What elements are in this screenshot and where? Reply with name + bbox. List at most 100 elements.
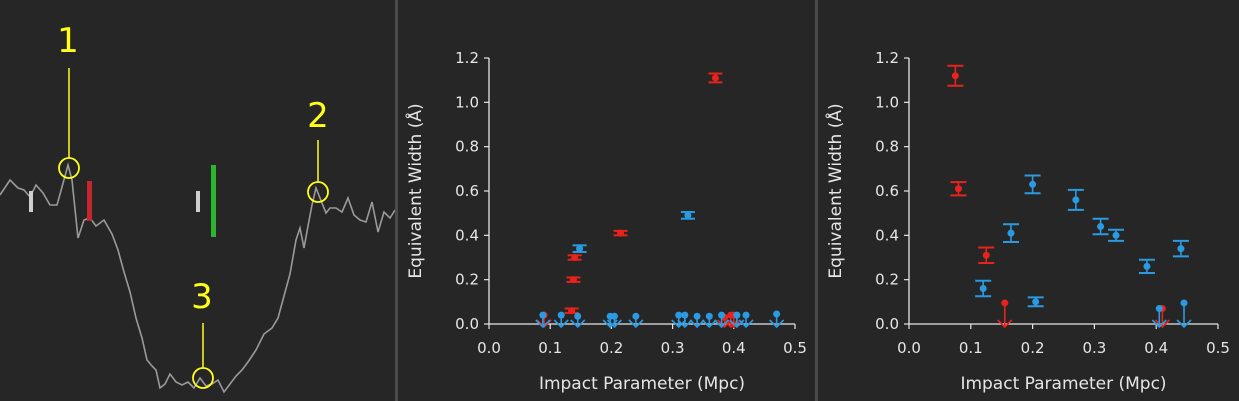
x-tick-label: 0.0: [477, 339, 501, 357]
upper-limit-marker: [671, 311, 687, 329]
y-tick-label: 1.2: [875, 49, 899, 67]
upper-limit-marker: [570, 312, 586, 329]
upper-limit-arrowhead: [713, 319, 730, 329]
x-tick-label: 0.2: [599, 339, 623, 357]
red-tick-marker: [87, 181, 92, 221]
green-tick-marker: [211, 165, 216, 237]
callout-label: 2: [307, 96, 329, 136]
upper-limit-arrowhead: [671, 319, 687, 329]
data-point: [680, 211, 695, 220]
upper-limit-arrowhead: [1176, 319, 1192, 329]
upper-limit-marker: [1151, 304, 1167, 329]
gray-tick-marker: [29, 191, 33, 212]
data-marker: [1007, 229, 1015, 237]
spectrum-panel: 1 2 3: [0, 0, 395, 401]
upper-limit-arrowhead: [628, 319, 644, 329]
data-point: [567, 254, 582, 261]
data-point: [1002, 223, 1019, 243]
x-tick-label: 0.1: [538, 339, 562, 357]
upper-limit-marker: [677, 311, 693, 329]
data-marker: [951, 72, 959, 80]
upper-limit-arrowhead: [553, 319, 569, 329]
data-marker: [982, 251, 990, 259]
data-point: [1092, 217, 1109, 236]
y-tick-label: 1.0: [455, 93, 479, 111]
callout-circle: [307, 181, 329, 203]
y-tick-label: 0.8: [455, 138, 479, 156]
data-marker: [569, 276, 577, 284]
x-tick-label: 0.4: [722, 339, 746, 357]
data-marker: [1097, 222, 1105, 230]
upper-limit-arrowhead: [701, 319, 717, 329]
y-tick-label: 0.2: [455, 271, 479, 289]
y-tick-label: 0.0: [875, 315, 899, 333]
y-tick-label: 0.4: [455, 226, 479, 244]
upper-limit-marker: [553, 311, 569, 329]
gray-tick-marker: [196, 191, 200, 212]
data-point: [978, 246, 995, 265]
data-marker: [954, 185, 962, 193]
upper-limit-arrowhead: [677, 319, 693, 329]
upper-limit-arrowhead: [606, 319, 623, 329]
x-axis-label: Impact Parameter (Mpc): [539, 374, 745, 394]
x-axis-label: Impact Parameter (Mpc): [960, 374, 1166, 394]
x-tick-label: 0.5: [1206, 339, 1230, 357]
upper-limit-marker: [738, 311, 754, 329]
upper-limit-marker: [769, 310, 785, 329]
upper-limit-arrowhead: [570, 319, 586, 329]
x-tick-label: 0.3: [661, 339, 685, 357]
y-tick-label: 1.0: [875, 93, 899, 111]
callout-label: 1: [57, 21, 79, 61]
spectrum-svg: 1 2 3: [0, 21, 395, 394]
panel-divider: [815, 0, 818, 401]
data-marker: [1177, 245, 1185, 253]
data-point: [1027, 296, 1044, 308]
callout-circle: [192, 367, 214, 389]
data-marker: [617, 229, 625, 237]
data-point: [1067, 188, 1084, 211]
y-tick-label: 0.2: [875, 271, 899, 289]
data-marker: [1112, 231, 1120, 239]
y-axis-label: Equivalent Width (Å): [824, 103, 846, 278]
upper-limit-arrowhead: [536, 319, 552, 329]
data-point: [1172, 239, 1189, 258]
x-tick-label: 0.5: [783, 339, 807, 357]
data-marker: [684, 211, 692, 219]
callout-label: 3: [191, 277, 213, 317]
data-point: [708, 72, 723, 84]
x-tick-label: 0.1: [959, 339, 983, 357]
y-tick-label: 0.6: [875, 182, 899, 200]
data-point: [1108, 228, 1125, 242]
upper-limit-marker: [701, 312, 717, 329]
y-axis-label: Equivalent Width (Å): [404, 103, 426, 278]
upper-limit-marker: [997, 299, 1013, 329]
scatter-chart-right: 0.0 0.1 0.2 0.3 0.4 0.5 0.0 0.2 0.4 0.6 0.8 1.0 1.2 I…: [824, 49, 1230, 394]
y-tick-label: 1.2: [455, 49, 479, 67]
x-tick-label: 0.3: [1082, 339, 1106, 357]
data-point: [613, 229, 628, 237]
y-tick-label: 0.4: [875, 226, 899, 244]
data-marker: [568, 307, 576, 315]
chart-panel-middle: 0.0 0.1 0.2 0.3 0.4 0.5 0.0 0.2 0.4 0.6 0.8 1.0 1.2 I…: [398, 0, 815, 401]
chart-panel-right: 0.0 0.1 0.2 0.3 0.4 0.5 0.0 0.2 0.4 0.6 0.8 1.0 1.2 I…: [818, 0, 1239, 401]
upper-limit-marker: [628, 312, 644, 329]
upper-limit-marker: [729, 311, 745, 329]
spectrum-line: [0, 161, 395, 394]
upper-limit-arrowhead: [738, 319, 754, 329]
upper-limit-marker: [535, 311, 551, 329]
data-marker: [1032, 298, 1040, 306]
upper-limit-arrowhead: [1154, 319, 1170, 329]
data-marker: [711, 74, 719, 82]
data-point: [572, 244, 587, 253]
data-point: [950, 181, 967, 197]
upper-limit-arrowhead: [535, 319, 551, 329]
x-tick-label: 0.4: [1144, 339, 1168, 357]
upper-limit-arrowhead: [769, 319, 785, 329]
data-marker: [1072, 196, 1080, 204]
panel-divider: [395, 0, 398, 401]
data-marker: [576, 245, 584, 253]
upper-limit-marker: [713, 311, 730, 329]
data-marker: [571, 254, 579, 261]
upper-limit-marker: [1176, 299, 1192, 329]
upper-limit-arrowhead: [689, 319, 705, 329]
